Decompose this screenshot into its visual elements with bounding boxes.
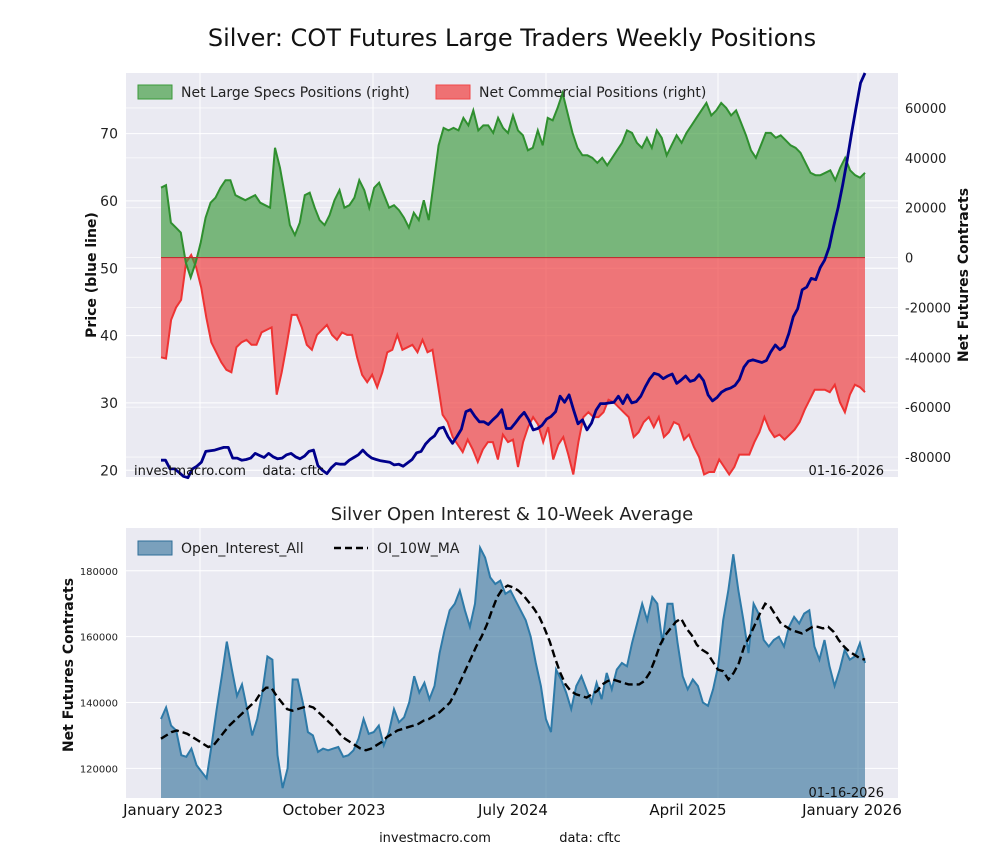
top-left-axis-label: Price (blue line) [84,212,100,338]
top-right-tick-label: -20000 [905,301,951,316]
commercial-line [160,252,866,477]
top-left-axis: 20 30 40 50 60 70 [100,127,118,480]
top-date-label: 01-16-2026 [808,464,884,479]
bottom-x-tick-label: July 2024 [477,801,548,819]
open-interest-line [160,544,866,789]
legend-swatch-open-interest [137,540,173,556]
bottom-left-tick-label: 140000 [80,699,118,710]
top-left-tick-label: 60 [100,194,118,210]
top-right-tick-label: 40000 [905,152,946,167]
top-right-tick-label: -60000 [905,401,951,416]
top-right-tick-label: 0 [905,252,913,267]
top-legend: Net Large Specs Positions (right) Net Co… [137,84,706,101]
bottom-date-label: 01-16-2026 [808,786,884,801]
top-right-tick-label: -80000 [905,451,951,466]
footer-source: data: cftc [559,831,621,846]
main-chart-title: Silver: COT Futures Large Traders Weekly… [208,24,816,52]
top-left-tick-label: 30 [100,396,118,412]
footer-site: investmacro.com [379,831,491,846]
bottom-left-axis-label: Net Futures Contracts [61,578,77,752]
legend-label-specs: Net Large Specs Positions (right) [181,85,410,101]
bottom-x-tick-label: January 2026 [801,801,902,819]
top-right-tick-label: -40000 [905,351,951,366]
legend-label-ma: OI_10W_MA [377,541,460,557]
top-area-series [160,89,866,477]
price-line-series [161,72,867,480]
top-left-tick-label: 50 [100,261,118,277]
bottom-left-axis: 120000 140000 160000 180000 [80,567,118,776]
top-left-tick-label: 20 [100,463,118,479]
bottom-left-tick-label: 160000 [80,633,118,644]
bottom-left-tick-label: 120000 [80,764,118,775]
top-left-tick-label: 70 [100,127,118,143]
legend-label-commercial: Net Commercial Positions (right) [479,85,706,101]
top-right-tick-label: 60000 [905,102,946,117]
legend-swatch-commercial [435,84,471,100]
price-line [161,72,867,480]
bottom-chart-title: Silver Open Interest & 10-Week Average [331,504,694,525]
ma-line [160,584,866,752]
bottom-legend: Open_Interest_All OI_10W_MA [137,540,460,557]
bottom-x-tick-label: January 2023 [122,801,223,819]
bottom-series [160,544,866,798]
bottom-x-axis: January 2023 October 2023 July 2024 April 2… [122,801,902,819]
top-right-axis: -80000 -60000 -40000 -20000 0 20000 40000 60000 [905,102,951,466]
specs-line [160,89,866,281]
top-right-axis-label: Net Futures Contracts [956,188,972,362]
top-left-tick-label: 40 [100,329,118,345]
bottom-x-tick-label: October 2023 [283,801,386,819]
specs-area [161,93,865,278]
open-interest-area [161,547,865,798]
top-watermark: investmacro.com data: cftc [134,464,324,479]
bottom-left-tick-label: 180000 [80,567,118,578]
legend-label-open-interest: Open_Interest_All [181,541,304,557]
top-right-tick-label: 20000 [905,202,946,217]
legend-swatch-specs [137,84,173,100]
commercial-area [161,255,865,475]
bottom-x-tick-label: April 2025 [649,801,726,819]
